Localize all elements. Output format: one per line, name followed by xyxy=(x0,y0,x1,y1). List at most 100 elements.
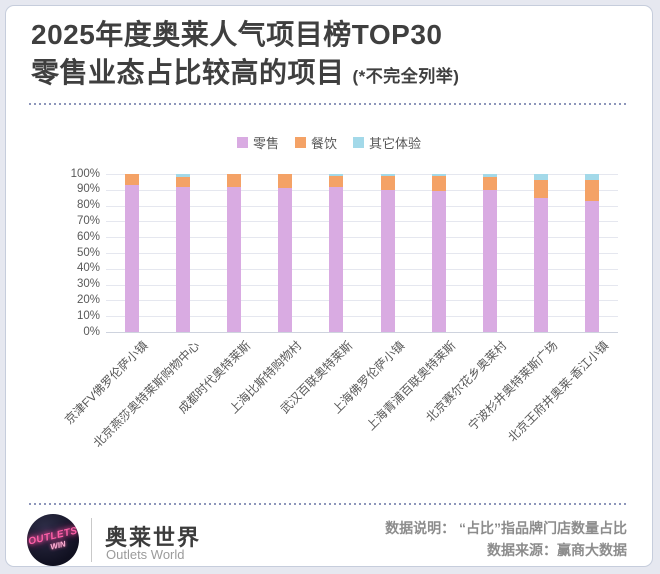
bar-segment-retail xyxy=(534,197,549,332)
title-line-2: 零售业态占比较高的项目 (*不完全列举) xyxy=(31,57,460,88)
x-axis-label-text: 上海比斯特购物村 xyxy=(226,338,305,417)
page-title: 2025年度奥莱人气项目榜TOP30 零售业态占比较高的项目 (*不完全列举) xyxy=(31,16,459,96)
gridline xyxy=(106,253,618,254)
bar-2 xyxy=(227,174,241,332)
title-note: (*不完全列举) xyxy=(352,67,460,86)
bar-segment-dining xyxy=(483,177,497,190)
bar-segment-retail xyxy=(329,186,344,332)
legend-swatch-retail xyxy=(236,137,248,148)
bar-segment-retail xyxy=(227,186,241,332)
bar-chart: 100% 90% 80% 70% 60% 50% 40% 30% 20% 10% 0% 京津FV佛罗伦… xyxy=(6,6,652,566)
bar-segment-retail xyxy=(380,189,395,332)
bar-segment-dining xyxy=(175,177,190,187)
bar-6 xyxy=(431,174,446,332)
bar-segment-other-experience xyxy=(380,174,395,176)
y-axis-tick: 90% xyxy=(76,183,100,196)
x-axis-label: 北京王府井奥莱-香江小镇 xyxy=(440,337,612,444)
y-axis-tick: 60% xyxy=(76,230,100,243)
legend-swatch-other-experience xyxy=(353,137,364,148)
gridline xyxy=(106,174,618,175)
bar-8 xyxy=(534,174,549,332)
x-axis-label-text: 上海青浦百联奥特莱斯 xyxy=(363,338,459,434)
legend-label: 零售 xyxy=(252,136,279,151)
x-axis-label-text: 北京赛尔花乡奥莱村 xyxy=(423,338,510,425)
brand-logo: OUTLETS WIN xyxy=(27,514,79,566)
legend-item-dining: 餐饮 xyxy=(294,133,337,152)
gridline xyxy=(106,205,618,207)
bar-segment-other-experience xyxy=(431,174,446,176)
bar-segment-dining xyxy=(431,175,446,192)
x-axis-label-text: 武汉百联奥特莱斯 xyxy=(277,338,356,417)
y-axis-tick: 0% xyxy=(83,325,100,338)
y-axis-tick: 10% xyxy=(76,309,100,322)
brand-name: 奥莱世界 xyxy=(105,525,202,550)
x-axis-label-text: 北京燕莎奥特莱斯购物中心 xyxy=(90,338,203,451)
bar-segment-retail xyxy=(431,191,446,332)
x-axis-label-text: 北京王府井奥莱-香江小镇 xyxy=(505,338,612,445)
gridline xyxy=(106,300,618,302)
bar-segment-dining xyxy=(585,180,600,201)
bar-9 xyxy=(585,174,600,332)
title-line-1: 2025年度奥莱人气项目榜TOP30 xyxy=(31,19,443,50)
gridline xyxy=(106,237,618,239)
y-axis-tick: 80% xyxy=(76,199,100,212)
bar-segment-dining xyxy=(227,174,241,187)
chart-legend: 零售 餐饮 其它体验 xyxy=(6,133,652,152)
y-axis-tick: 100% xyxy=(70,167,100,180)
bar-segment-other-experience xyxy=(329,174,344,176)
brand-name-en: Outlets World xyxy=(106,547,185,562)
bar-0 xyxy=(124,174,139,332)
data-note-line-1: 数据说明： “占比”指品牌门店数量占比 xyxy=(385,520,627,536)
gridline xyxy=(106,221,618,223)
bar-7 xyxy=(483,174,497,332)
bar-segment-retail xyxy=(278,188,293,332)
gridline xyxy=(106,189,618,191)
bar-5 xyxy=(380,174,395,332)
bar-segment-other-experience xyxy=(534,174,549,181)
legend-label: 其它体验 xyxy=(369,136,422,151)
bar-segment-retail xyxy=(585,200,600,332)
x-axis-label-text: 上海佛罗伦萨小镇 xyxy=(329,338,407,417)
x-axis-label: 京津FV佛罗伦萨小镇 xyxy=(6,337,151,427)
bar-segment-other-experience xyxy=(175,174,190,178)
y-axis-tick: 20% xyxy=(76,293,100,306)
x-axis-line xyxy=(106,332,618,333)
y-axis-tick: 30% xyxy=(76,278,100,291)
bar-segment-retail xyxy=(483,189,497,332)
bar-1 xyxy=(175,174,190,332)
bar-segment-retail xyxy=(175,186,190,332)
x-axis-label: 上海比斯特购物村 xyxy=(133,337,305,416)
gridline xyxy=(106,268,618,270)
legend-item-other-experience: 其它体验 xyxy=(353,133,421,152)
infographic-card: 2025年度奥莱人气项目榜TOP30 零售业态占比较高的项目 (*不完全列举) 零… xyxy=(5,5,653,567)
bar-segment-dining xyxy=(380,175,395,190)
data-notes: 数据说明： “占比”指品牌门店数量占比 数据来源：赢商大数据 xyxy=(385,517,627,561)
gridline xyxy=(106,284,618,286)
legend-item-retail: 零售 xyxy=(236,133,279,152)
data-note-line-2: 数据来源：赢商大数据 xyxy=(487,542,627,558)
bar-segment-other-experience xyxy=(483,174,497,178)
legend-swatch-dining xyxy=(294,137,306,148)
dotted-divider-bottom xyxy=(29,503,629,505)
bar-segment-retail xyxy=(124,185,139,332)
x-axis-label: 宁波杉井奥特莱斯广场 xyxy=(389,337,561,433)
bar-segment-dining xyxy=(329,175,344,187)
y-axis-tick: 70% xyxy=(76,214,100,227)
bar-segment-other-experience xyxy=(585,174,600,181)
bar-segment-dining xyxy=(278,174,293,189)
bar-segment-dining xyxy=(534,180,549,198)
x-axis-label: 成都时代奥特莱斯 xyxy=(82,337,254,416)
bar-3 xyxy=(278,174,293,332)
x-axis-label: 上海青浦百联奥特莱斯 xyxy=(287,337,458,433)
x-axis-label-text: 京津FV佛罗伦萨小镇 xyxy=(62,338,151,428)
x-axis-label: 上海佛罗伦萨小镇 xyxy=(236,337,407,416)
gridline xyxy=(106,316,618,318)
dotted-divider-top xyxy=(29,103,629,105)
x-axis-label: 北京赛尔花乡奥莱村 xyxy=(338,337,509,424)
x-axis-label-text: 成都时代奥特莱斯 xyxy=(175,338,254,417)
y-axis-tick: 40% xyxy=(76,262,100,275)
y-axis-tick: 50% xyxy=(76,246,100,259)
x-axis-label: 北京燕莎奥特莱斯购物中心 xyxy=(31,337,202,450)
bar-segment-dining xyxy=(124,174,139,186)
bar-4 xyxy=(329,174,344,332)
